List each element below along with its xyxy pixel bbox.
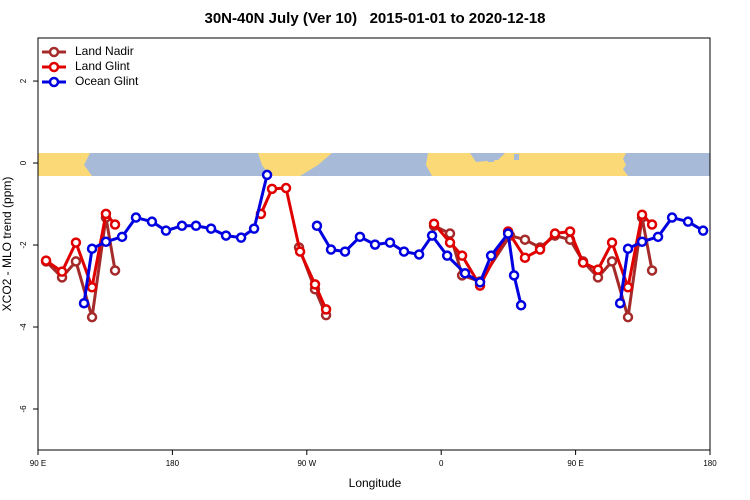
data-point <box>577 257 589 268</box>
data-point <box>311 220 323 232</box>
data-point <box>235 232 247 243</box>
data-point <box>606 256 618 267</box>
x-tick-label: 90 W <box>297 459 316 468</box>
x-tick-label: 0 <box>439 459 444 468</box>
data-point <box>160 225 172 236</box>
y-tick-label: 0 <box>19 160 28 165</box>
legend-marker <box>48 76 60 88</box>
y-tick-label: 2 <box>19 78 28 83</box>
data-point <box>622 281 634 293</box>
data-point <box>56 266 68 277</box>
data-point <box>428 218 440 229</box>
legend-marker <box>48 61 60 73</box>
data-point <box>109 265 121 276</box>
data-point <box>456 250 468 261</box>
data-point <box>294 246 306 257</box>
data-point <box>220 230 232 241</box>
y-axis-label: XCO2 - MLO trend (ppm) <box>0 177 14 312</box>
data-point <box>339 246 351 257</box>
data-point <box>592 264 604 275</box>
data-point <box>70 256 82 267</box>
data-point <box>325 244 337 255</box>
data-point <box>205 223 217 234</box>
data-point <box>515 300 527 311</box>
data-point <box>697 225 709 236</box>
x-tick-label: 180 <box>703 459 717 468</box>
data-point <box>190 220 202 232</box>
data-point <box>459 268 471 279</box>
data-point <box>100 236 112 247</box>
plot-frame <box>37 37 711 451</box>
data-point <box>666 212 678 223</box>
data-point <box>682 216 694 227</box>
data-point <box>502 228 514 239</box>
data-point <box>564 226 576 237</box>
data-point <box>86 311 98 323</box>
data-point <box>646 265 658 276</box>
data-point <box>248 223 260 234</box>
data-point <box>622 243 634 254</box>
y-tick-label: -4 <box>19 323 28 331</box>
data-point <box>280 182 292 194</box>
data-point <box>398 246 410 257</box>
chart-title: 30N-40N July (Ver 10) 2015-01-01 to 2020… <box>204 10 545 27</box>
data-point <box>534 244 546 255</box>
data-point <box>606 237 618 248</box>
data-point <box>116 231 128 243</box>
data-point <box>369 239 381 250</box>
data-point <box>261 169 273 181</box>
data-point <box>646 219 658 230</box>
data-point <box>413 249 425 260</box>
data-point <box>320 304 332 315</box>
data-point <box>474 277 486 288</box>
data-point <box>652 231 664 243</box>
x-axis-label: Longitude <box>349 476 402 490</box>
data-point <box>40 255 52 266</box>
legend-label: Ocean Glint <box>75 74 139 88</box>
data-point <box>309 279 321 290</box>
data-point <box>485 250 497 261</box>
data-point <box>78 297 90 309</box>
legend-label: Land Nadir <box>75 44 134 58</box>
y-tick-label: -6 <box>19 405 28 413</box>
legend-marker <box>48 46 60 58</box>
data-point <box>70 237 82 248</box>
data-point <box>176 220 188 232</box>
data-point <box>636 236 648 247</box>
x-tick-label: 90 E <box>567 459 583 468</box>
data-point <box>354 231 366 243</box>
data-point <box>444 237 456 248</box>
data-point <box>109 219 121 230</box>
data-point <box>636 209 648 220</box>
data-point <box>266 183 278 195</box>
data-point <box>441 250 453 261</box>
data-point <box>130 212 142 223</box>
data-point <box>508 270 520 281</box>
x-tick-label: 90 E <box>30 459 46 468</box>
data-point <box>622 311 634 323</box>
data-point <box>426 230 438 241</box>
legend-label: Land Glint <box>75 59 130 73</box>
y-tick-label: -2 <box>19 241 28 249</box>
data-point <box>384 237 396 248</box>
map-strip <box>38 153 710 176</box>
data-point <box>86 243 98 254</box>
data-point <box>444 228 456 239</box>
data-point <box>100 208 112 220</box>
x-tick-label: 180 <box>166 459 180 468</box>
data-point <box>549 228 561 239</box>
data-point <box>146 216 158 227</box>
data-point <box>519 234 531 245</box>
data-point <box>86 281 98 293</box>
data-point <box>519 252 531 263</box>
data-point <box>614 297 626 309</box>
